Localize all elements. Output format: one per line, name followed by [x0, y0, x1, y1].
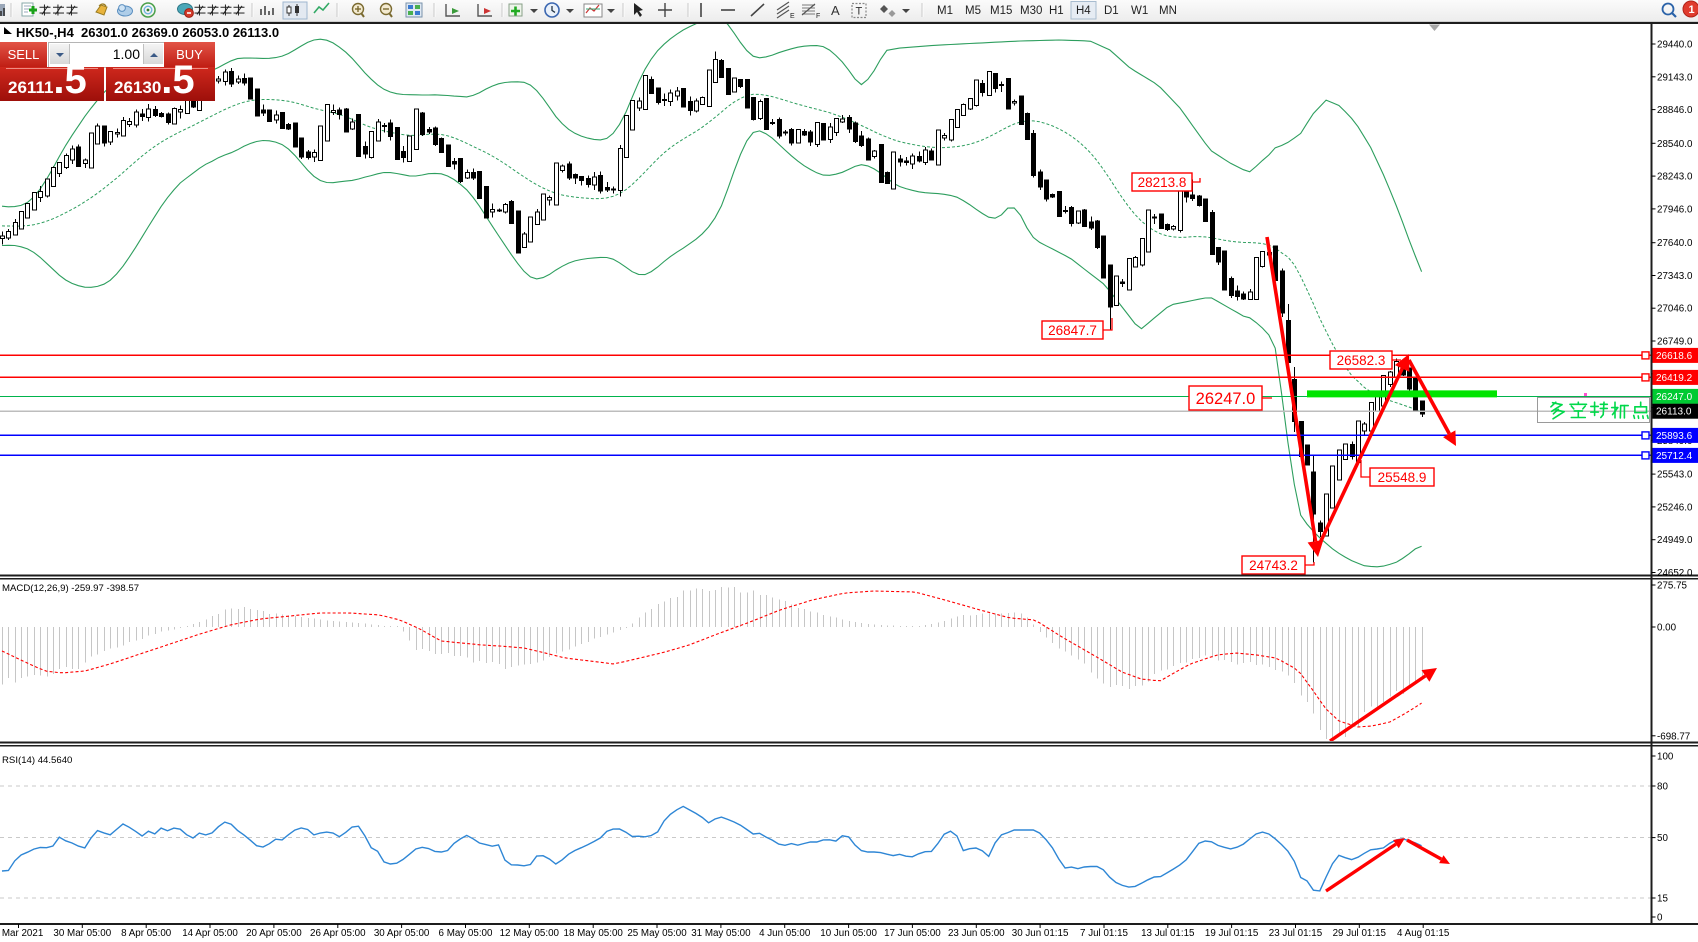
svg-text:14 Apr 05:00: 14 Apr 05:00 [182, 928, 238, 939]
svg-text:M15: M15 [990, 5, 1012, 17]
svg-text:D1: D1 [1104, 5, 1119, 17]
svg-text:4 Aug 01:15: 4 Aug 01:15 [1397, 928, 1450, 939]
svg-text:26247.0: 26247.0 [1196, 390, 1256, 408]
svg-text:26419.2: 26419.2 [1656, 373, 1693, 384]
svg-text:HK50-,H4 26301.0 26369.0 2605: HK50-,H4 26301.0 26369.0 26053.0 26113.0 [16, 25, 279, 40]
svg-text:25548.9: 25548.9 [1378, 470, 1427, 485]
svg-text:30 Mar 05:00: 30 Mar 05:00 [53, 928, 111, 939]
svg-text:M30: M30 [1020, 5, 1042, 17]
svg-text:28540.0: 28540.0 [1657, 139, 1693, 150]
svg-text:H1: H1 [1049, 5, 1064, 17]
svg-text:MN: MN [1159, 5, 1177, 17]
svg-text:0.00: 0.00 [1657, 623, 1677, 634]
svg-text:M1: M1 [937, 5, 953, 17]
svg-text:13 Jul 01:15: 13 Jul 01:15 [1141, 928, 1195, 939]
svg-text:28243.0: 28243.0 [1657, 172, 1693, 183]
svg-text:25893.6: 25893.6 [1656, 431, 1693, 442]
svg-text:18 May 05:00: 18 May 05:00 [564, 928, 624, 939]
svg-text:27640.0: 27640.0 [1657, 238, 1693, 249]
svg-text:29143.0: 29143.0 [1657, 72, 1693, 83]
svg-text:23 Jul 01:15: 23 Jul 01:15 [1269, 928, 1323, 939]
svg-text:28213.8: 28213.8 [1138, 175, 1187, 190]
svg-text:12 May 05:00: 12 May 05:00 [500, 928, 560, 939]
svg-text:275.75: 275.75 [1657, 581, 1688, 592]
svg-text:20 Apr 05:00: 20 Apr 05:00 [246, 928, 302, 939]
svg-text:29 Jul 01:15: 29 Jul 01:15 [1333, 928, 1387, 939]
svg-text:25543.0: 25543.0 [1657, 470, 1693, 481]
svg-text:F: F [816, 13, 820, 20]
svg-text:8 Apr 05:00: 8 Apr 05:00 [121, 928, 172, 939]
svg-text:27343.0: 27343.0 [1657, 271, 1693, 282]
svg-text:H4: H4 [1076, 5, 1091, 17]
svg-text:-698.77: -698.77 [1657, 731, 1690, 742]
svg-text:A: A [831, 3, 840, 18]
svg-text:15: 15 [1657, 894, 1668, 905]
svg-text:25 May 05:00: 25 May 05:00 [627, 928, 687, 939]
svg-text:7 Jul 01:15: 7 Jul 01:15 [1080, 928, 1128, 939]
svg-text:17 Jun 05:00: 17 Jun 05:00 [884, 928, 941, 939]
svg-text:26618.6: 26618.6 [1656, 351, 1693, 362]
svg-text:E: E [790, 13, 795, 20]
svg-text:31 May 05:00: 31 May 05:00 [691, 928, 751, 939]
svg-text:1: 1 [1689, 4, 1695, 16]
svg-text:10 Jun 05:00: 10 Jun 05:00 [820, 928, 877, 939]
svg-text:MACD(12,26,9) -259.97 -398.57: MACD(12,26,9) -259.97 -398.57 [2, 583, 139, 594]
svg-text:T: T [856, 6, 863, 18]
svg-text:M5: M5 [965, 5, 981, 17]
svg-text:25712.4: 25712.4 [1656, 451, 1693, 462]
svg-text:3 Mar 2021: 3 Mar 2021 [0, 928, 43, 939]
svg-text:19 Jul 01:15: 19 Jul 01:15 [1205, 928, 1259, 939]
svg-text:27046.0: 27046.0 [1657, 304, 1693, 315]
svg-text:28846.0: 28846.0 [1657, 105, 1693, 116]
svg-text:25246.0: 25246.0 [1657, 502, 1693, 513]
svg-text:RSI(14) 44.5640: RSI(14) 44.5640 [2, 755, 72, 766]
svg-text:4 Jun 05:00: 4 Jun 05:00 [759, 928, 811, 939]
svg-text:80: 80 [1657, 782, 1668, 793]
svg-text:50: 50 [1657, 833, 1668, 844]
svg-text:26582.3: 26582.3 [1337, 353, 1386, 368]
svg-text:6 May 05:00: 6 May 05:00 [439, 928, 493, 939]
svg-text:24652.0: 24652.0 [1657, 568, 1693, 579]
svg-text:23 Jun 05:00: 23 Jun 05:00 [948, 928, 1005, 939]
svg-text:26113.0: 26113.0 [1656, 407, 1692, 418]
svg-text:24949.0: 24949.0 [1657, 535, 1693, 546]
svg-text:W1: W1 [1131, 5, 1148, 17]
svg-text:29440.0: 29440.0 [1657, 40, 1693, 51]
svg-text:26247.0: 26247.0 [1656, 392, 1693, 403]
svg-text:27946.0: 27946.0 [1657, 204, 1693, 215]
svg-text:26847.7: 26847.7 [1048, 323, 1097, 338]
svg-text:30 Apr 05:00: 30 Apr 05:00 [374, 928, 430, 939]
svg-text:0: 0 [1657, 913, 1663, 924]
svg-text:100: 100 [1657, 752, 1674, 763]
svg-text:26 Apr 05:00: 26 Apr 05:00 [310, 928, 366, 939]
svg-text:24743.2: 24743.2 [1249, 558, 1298, 573]
svg-text:26749.0: 26749.0 [1657, 337, 1693, 348]
svg-text:30 Jun 01:15: 30 Jun 01:15 [1012, 928, 1069, 939]
